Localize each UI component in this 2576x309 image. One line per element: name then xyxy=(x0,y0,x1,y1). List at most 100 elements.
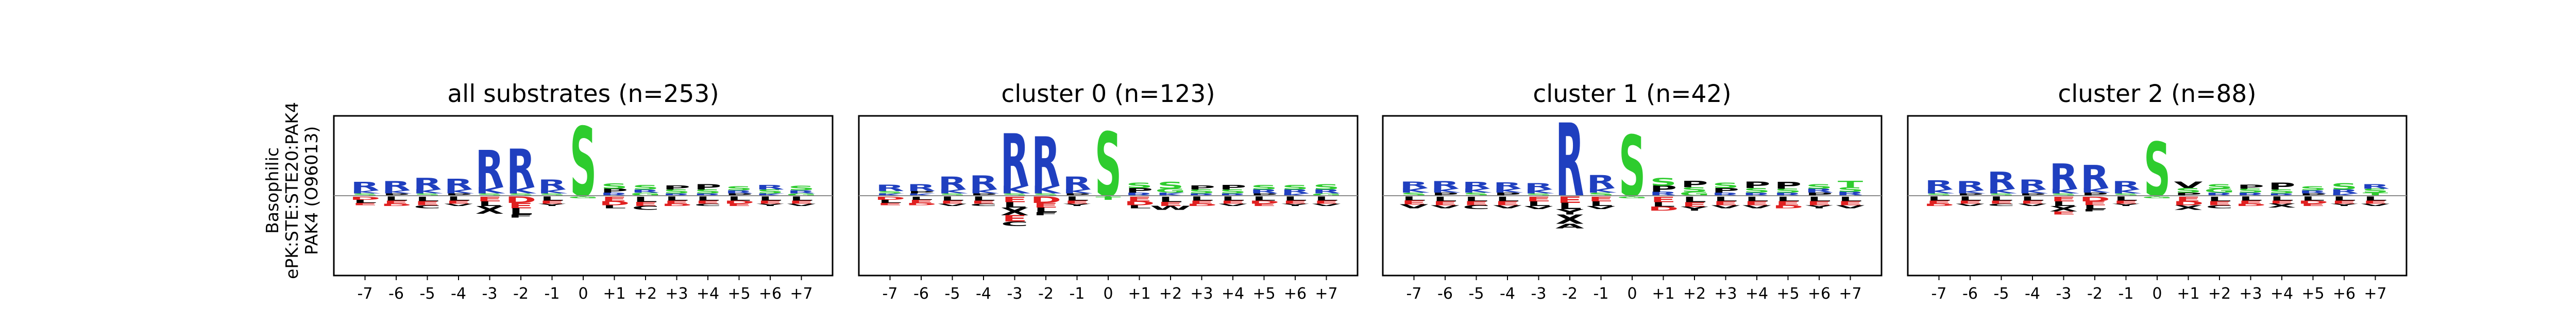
logo-letter-l: L xyxy=(909,196,933,201)
logo-letter-e: E xyxy=(1651,196,1676,204)
logo-letter-l: L xyxy=(2208,196,2231,203)
x-tick-label: -6 xyxy=(1437,285,1453,303)
logo-letter-l: L xyxy=(1807,196,1831,203)
logo-letter-r: R xyxy=(600,192,629,197)
logo-letter-e: E xyxy=(2051,196,2076,203)
logo-letter-s: S xyxy=(1681,186,1708,193)
logo-letter-e: E xyxy=(415,200,440,207)
x-tick-label: -7 xyxy=(358,285,373,303)
logo-letter-e: E xyxy=(789,200,814,205)
x-tick-label: +6 xyxy=(759,285,782,303)
logo-letter-v: V xyxy=(1400,203,1429,210)
logo-letter-s: S xyxy=(1712,181,1739,190)
logo-letter-p: P xyxy=(1494,192,1521,197)
logo-letter-e: E xyxy=(1432,200,1458,207)
logo-letter-l: L xyxy=(509,207,533,216)
logo-letter-s: S xyxy=(2206,183,2233,190)
logo-letter-k: K xyxy=(1524,188,1555,195)
logo-letter-x: X xyxy=(2174,204,2203,211)
logo-letter-s: S xyxy=(1525,193,1552,196)
logo-letter-l: L xyxy=(2083,204,2107,211)
logo-letter-k: K xyxy=(2049,187,2079,195)
logo-letter-g: G xyxy=(786,193,817,196)
x-tick-label: +2 xyxy=(2208,285,2231,303)
logo-letter-r: R xyxy=(787,190,816,195)
logo-letter-l: L xyxy=(1558,201,1582,211)
logo-letter-e: E xyxy=(1251,203,1277,207)
x-tick-label: +5 xyxy=(2301,285,2324,303)
logo-letter-r: R xyxy=(1218,193,1247,196)
logo-letter-l: L xyxy=(1127,204,1151,210)
logo-letter-l: L xyxy=(1283,196,1307,202)
logo-letter-l: L xyxy=(1190,196,1213,202)
logo-letter-r: R xyxy=(1281,188,1310,195)
logo-letter-v: V xyxy=(1742,204,1771,210)
logo-letter-e: E xyxy=(2176,196,2201,203)
logo-letter-f: F xyxy=(1033,211,1058,216)
logo-letter-e: E xyxy=(446,200,471,205)
logo-letter-d: D xyxy=(505,195,536,205)
logo-letter-r: R xyxy=(1742,192,1771,197)
logo-letter-e: E xyxy=(383,200,409,205)
x-tick-label: -2 xyxy=(1562,285,1578,303)
logo-letter-e: E xyxy=(2207,200,2232,207)
logo-letter-l: L xyxy=(1314,196,1338,202)
x-tick-label: -3 xyxy=(1007,285,1023,303)
logo-letter-l: L xyxy=(2270,196,2294,202)
logo-panel-0: all substrates (n=253)-7SKRDLE-6PKRLED-5… xyxy=(333,80,834,303)
logo-letter-s: S xyxy=(663,188,690,195)
x-tick-label: -4 xyxy=(451,285,466,303)
logo-letter-v: V xyxy=(1836,204,1865,210)
logo-letter-e: E xyxy=(1775,200,1801,207)
logo-letter-l: L xyxy=(447,196,470,202)
logo-panels: all substrates (n=253)-7SKRDLE-6PKRLED-5… xyxy=(333,80,2408,303)
logo-letter-l: L xyxy=(1034,207,1058,214)
logo-letter-p: P xyxy=(1126,187,1153,194)
logo-letter-r: R xyxy=(1125,192,1154,197)
logo-letter-r: R xyxy=(1001,119,1029,203)
logo-letter-p: P xyxy=(1774,180,1802,191)
x-tick-label: -3 xyxy=(482,285,498,303)
x-tick-label: +4 xyxy=(1745,285,1768,303)
logo-letter-r: R xyxy=(476,141,504,199)
logo-letter-s: S xyxy=(476,193,503,196)
logo-letter-r: R xyxy=(876,183,905,193)
logo-letter-e: E xyxy=(1064,200,1090,205)
logo-letter-l: L xyxy=(972,196,995,202)
logo-letter-s: S xyxy=(1188,188,1215,195)
logo-letter-c: C xyxy=(414,204,441,210)
logo-letter-l: L xyxy=(353,199,377,204)
logo-letter-s: S xyxy=(725,185,752,192)
logo-letter-d: D xyxy=(906,202,937,206)
logo-letter-r: R xyxy=(1956,179,1985,194)
logo-letter-e: E xyxy=(877,202,903,206)
logo-letter-r: R xyxy=(1431,179,1460,192)
logo-panel-1: cluster 0 (n=123)-7KSRDLE-6KPRLED-5SKRLE… xyxy=(858,80,1359,303)
logo-letter-e: E xyxy=(1033,202,1058,209)
logo-letter-e: E xyxy=(1127,196,1152,203)
logo-letter-r: R xyxy=(1555,102,1584,219)
logo-letter-v: V xyxy=(938,203,967,207)
logo-letter-p: P xyxy=(1743,180,1771,190)
logo-letter-r: R xyxy=(2299,190,2328,195)
logo-letter-e: E xyxy=(1557,195,1582,205)
logo-letter-d: D xyxy=(1030,195,1061,205)
x-tick-label: +5 xyxy=(1252,285,1275,303)
logo-letter-e: E xyxy=(1464,200,1489,207)
logo-letter-d: D xyxy=(662,203,692,207)
logo-letter-p: P xyxy=(445,193,472,196)
logo-letter-c: C xyxy=(1001,220,1028,228)
logo-letter-r: R xyxy=(907,182,936,193)
logo-letter-d: D xyxy=(1773,204,1804,210)
logo-letter-t: T xyxy=(1838,179,1863,189)
logo-letter-s: S xyxy=(414,193,440,196)
logo-letter-k: K xyxy=(1431,188,1461,194)
logo-letter-e: E xyxy=(757,200,783,205)
logo-letter-x: X xyxy=(1555,212,1584,227)
logo-letter-y: Y xyxy=(2330,203,2358,207)
logo-letter-s: S xyxy=(788,184,815,192)
logo-letter-p: P xyxy=(725,193,753,196)
logo-letter-y: Y xyxy=(1063,203,1091,207)
logo-letter-l: L xyxy=(1159,196,1182,204)
logo-letter-e: E xyxy=(2082,200,2107,207)
